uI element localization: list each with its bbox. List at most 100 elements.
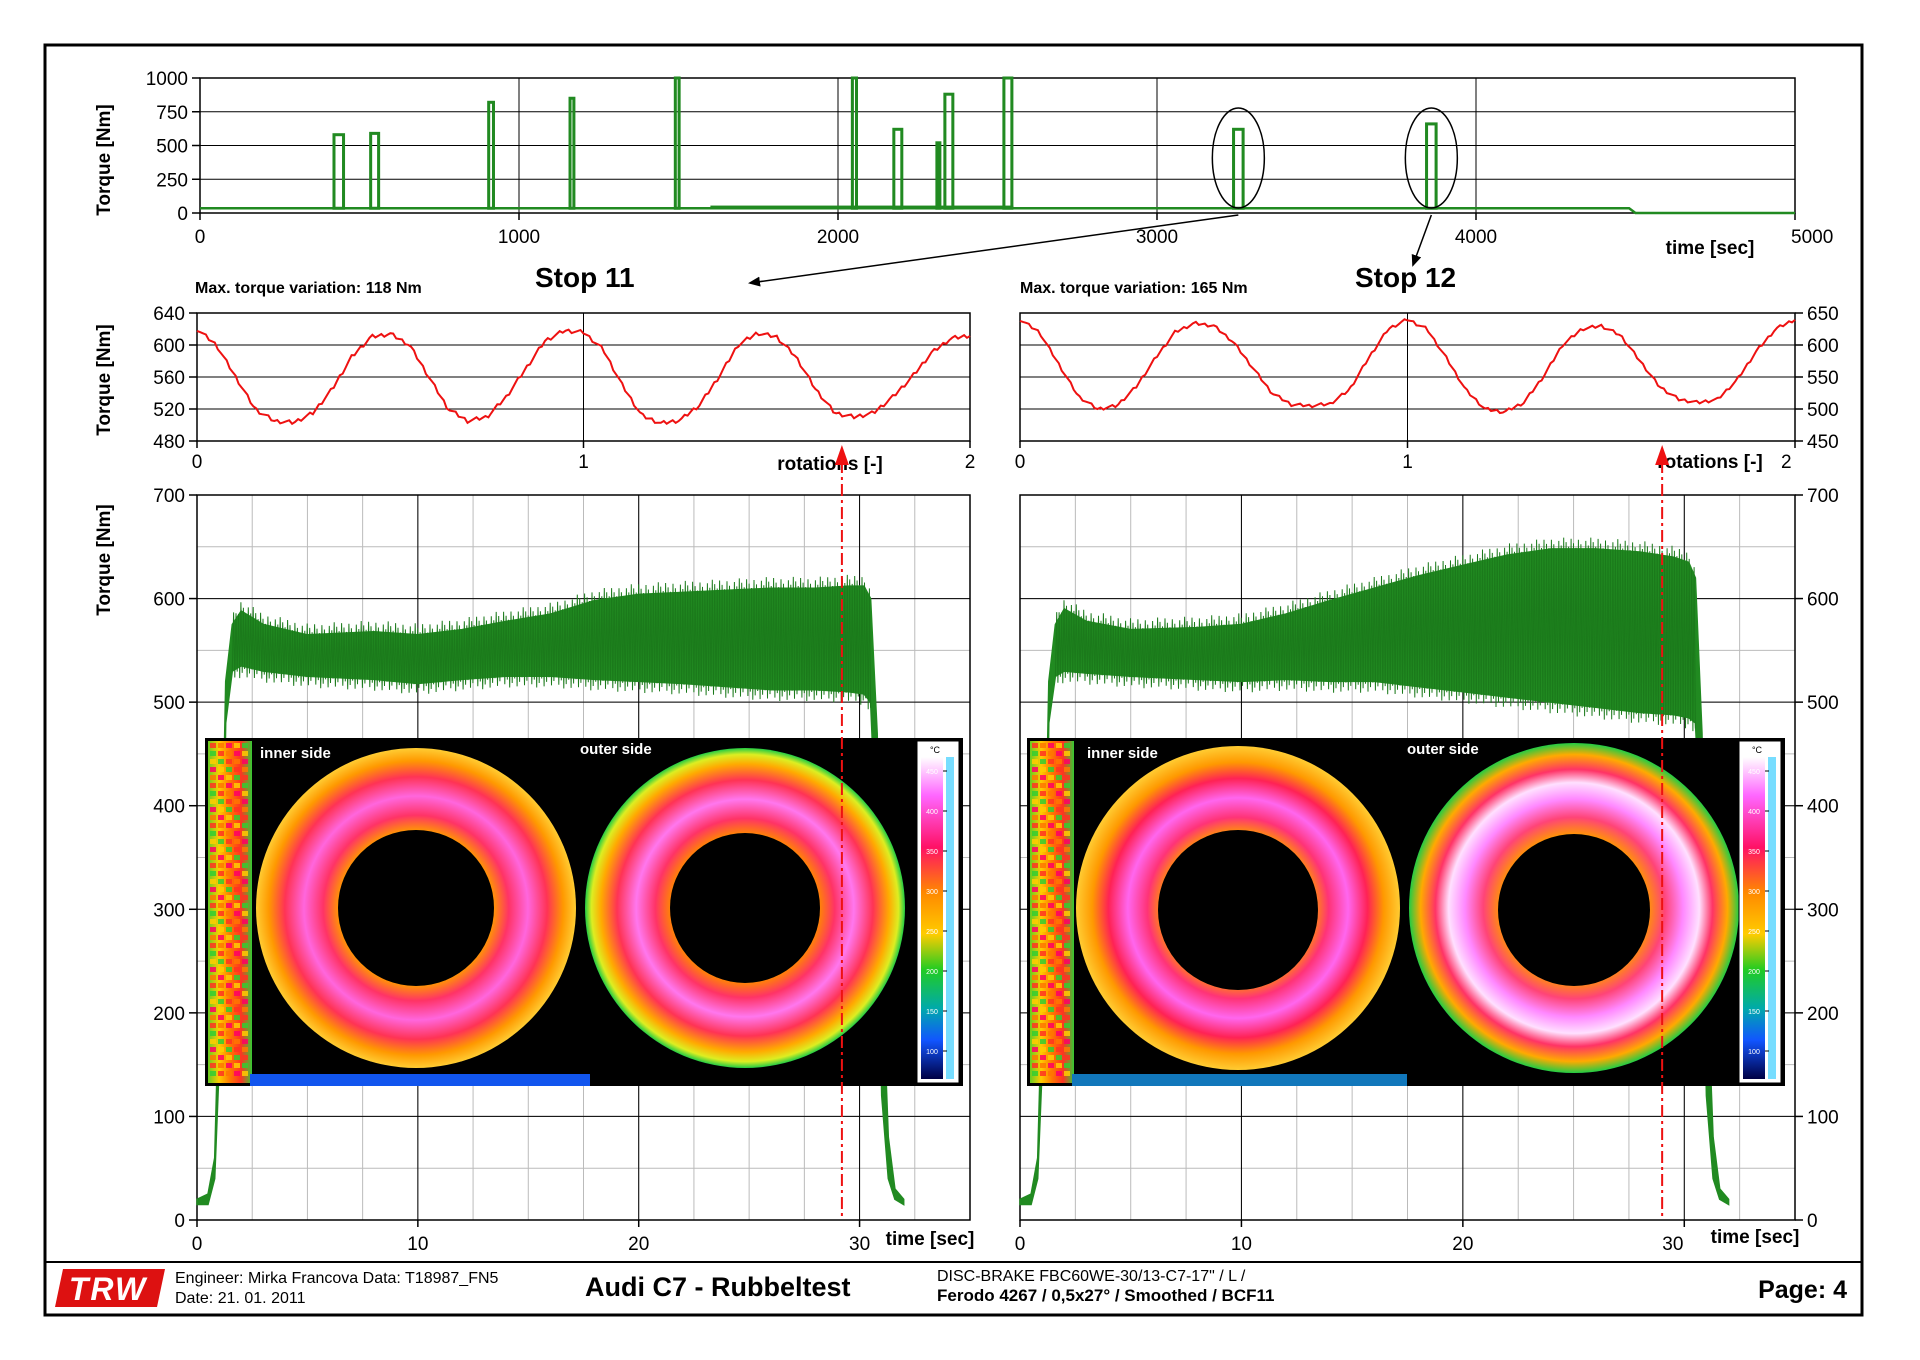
strip-cell [242, 767, 248, 772]
strip-cell [1040, 975, 1046, 980]
y-tick-label: 700 [153, 486, 185, 507]
y-tick-label: 100 [1807, 1107, 1839, 1128]
strip-cell [1064, 943, 1070, 948]
footer-frame [44, 1261, 1863, 1316]
strip-cell [210, 903, 216, 908]
torque-peak [1425, 122, 1438, 210]
strip-cell [1032, 863, 1038, 868]
strip-cell [1056, 879, 1062, 884]
strip-cell [226, 839, 232, 844]
strip-cell [1056, 1023, 1062, 1028]
y-tick-label: 560 [153, 368, 185, 389]
strip-cell [1048, 911, 1054, 916]
strip-cell [1040, 983, 1046, 988]
strip-cell [242, 1007, 248, 1012]
strip-cell [1056, 903, 1062, 908]
strip-cell [210, 1063, 216, 1068]
strip-cell [1048, 759, 1054, 764]
strip-cell [226, 791, 232, 796]
strip-cell [242, 839, 248, 844]
strip-cell [234, 959, 240, 964]
strip-cell [218, 831, 224, 836]
strip-cell [1032, 879, 1038, 884]
strip-cell [1056, 855, 1062, 860]
strip-cell [1032, 887, 1038, 892]
y-tick-label: 520 [153, 400, 185, 421]
strip-cell [210, 1071, 216, 1076]
report-title: Audi C7 - Rubbeltest [585, 1272, 851, 1302]
strip-cell [1064, 759, 1070, 764]
y-tick-label: 1000 [146, 69, 188, 90]
strip-cell [1032, 871, 1038, 876]
strip-cell [1064, 871, 1070, 876]
strip-cell [210, 999, 216, 1004]
strip-cell [1064, 959, 1070, 964]
strip-cell [218, 983, 224, 988]
strip-cell [210, 863, 216, 868]
strip-cell [226, 855, 232, 860]
strip-cell [1056, 919, 1062, 924]
y-tick-label: 750 [156, 103, 188, 124]
strip-cell [226, 871, 232, 876]
strip-cell [210, 783, 216, 788]
strip-cell [1048, 975, 1054, 980]
plot-frame [1019, 494, 1796, 1221]
strip-cell [234, 815, 240, 820]
strip-cell [1064, 751, 1070, 756]
strip-cell [1032, 959, 1038, 964]
strip-cell [234, 1047, 240, 1052]
strip-cell [218, 807, 224, 812]
strip-cell [226, 743, 232, 748]
torque-peak [892, 127, 904, 210]
x-tick-label: 5000 [1791, 227, 1833, 248]
strip-cell [1064, 879, 1070, 884]
strip-cell [1064, 935, 1070, 940]
strip-cell [226, 831, 232, 836]
strip-cell [1056, 1063, 1062, 1068]
strip-cell [234, 743, 240, 748]
strip-cell [210, 815, 216, 820]
strip-cell [1048, 775, 1054, 780]
strip-cell [210, 943, 216, 948]
torque-peak [850, 76, 859, 210]
strip-cell [1032, 1071, 1038, 1076]
strip-cell [1048, 1063, 1054, 1068]
y-tick-label: 600 [1807, 590, 1839, 611]
strip-cell [1032, 935, 1038, 940]
y-tick-label: 300 [1807, 900, 1839, 921]
strip-cell [1056, 751, 1062, 756]
strip-cell [210, 911, 216, 916]
y-tick-label: 0 [1807, 1211, 1818, 1232]
strip-cell [1040, 815, 1046, 820]
strip-cell [218, 1047, 224, 1052]
strip-cell [242, 799, 248, 804]
strip-cell [226, 991, 232, 996]
strip-cell [1064, 1031, 1070, 1036]
strip-cell [210, 951, 216, 956]
scale-tick-label: 450 [1748, 769, 1760, 776]
strip-cell [218, 855, 224, 860]
strip-cell [226, 895, 232, 900]
strip-cell [226, 903, 232, 908]
strip-cell [1040, 1047, 1046, 1052]
strip-cell [210, 935, 216, 940]
strip-cell [234, 1055, 240, 1060]
strip-cell [234, 847, 240, 852]
torque-peak [369, 131, 381, 210]
strip-cell [1040, 887, 1046, 892]
strip-cell [1032, 791, 1038, 796]
strip-cell [218, 791, 224, 796]
strip-cell [1056, 1039, 1062, 1044]
strip-cell [210, 975, 216, 980]
strip-cell [1040, 967, 1046, 972]
scale-tick-label: 400 [926, 809, 938, 816]
strip-cell [1064, 807, 1070, 812]
strip-cell [218, 1071, 224, 1076]
x-tick-label: 0 [1015, 452, 1026, 473]
strip-cell [218, 1039, 224, 1044]
strip-cell [210, 871, 216, 876]
y-tick-label: 100 [153, 1107, 185, 1128]
strip-cell [234, 767, 240, 772]
strip-cell [1064, 999, 1070, 1004]
strip-cell [210, 1023, 216, 1028]
